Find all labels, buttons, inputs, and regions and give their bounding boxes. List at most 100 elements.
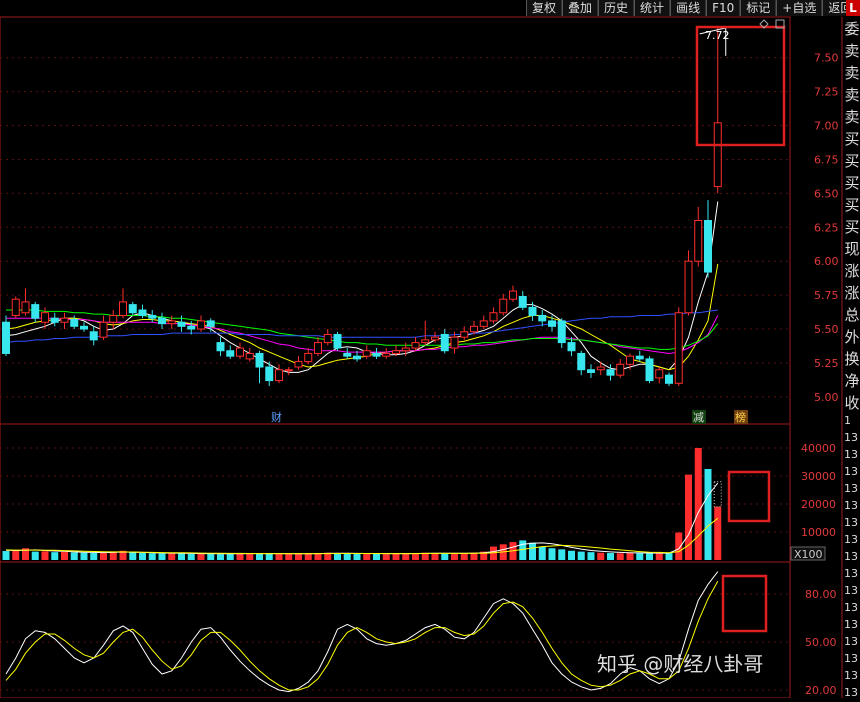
- f10-button[interactable]: F10: [706, 0, 741, 16]
- candle-body-2: [21, 301, 30, 314]
- candle-body-48: [470, 325, 478, 333]
- candle-body-31: [304, 352, 313, 363]
- vol-bar-29: [285, 554, 293, 560]
- vol-bar-9: [90, 553, 98, 560]
- vol-bar-64: [626, 552, 634, 560]
- panel-frame-0: [0, 16, 791, 425]
- side-label-6: 买: [844, 152, 860, 170]
- price-tick-0: 7.50: [814, 52, 839, 65]
- corner-l-button[interactable]: L: [846, 0, 860, 16]
- side-number-9: 13: [844, 567, 858, 580]
- history-button[interactable]: 历史: [598, 0, 635, 16]
- vol-unit-box: [790, 546, 826, 561]
- side-number-3: 13: [844, 465, 858, 478]
- candle-body-58: [567, 342, 576, 352]
- marker-bang-bg: [734, 410, 748, 424]
- vol-bar-40: [392, 553, 400, 560]
- vol-bar-67: [655, 553, 663, 560]
- diamond-icon: [759, 19, 769, 29]
- candle-body-16: [158, 317, 166, 325]
- vol-bar-71: [694, 448, 702, 560]
- candle-body-9: [89, 331, 98, 341]
- vol-bar-8: [80, 552, 88, 560]
- candle-body-6: [60, 317, 69, 323]
- toolbar: 复权 叠加 历史 统计 画线 F10 标记 +自选 返回: [526, 0, 859, 16]
- candle-body-66: [645, 358, 654, 382]
- vol-bar-19: [187, 553, 195, 560]
- vol-bar-42: [412, 553, 419, 560]
- statistics-button[interactable]: 统计: [634, 0, 671, 16]
- panel-frame-2: [0, 561, 791, 698]
- high-price-label: 7.72: [705, 29, 730, 42]
- vol-bar-56: [548, 548, 556, 560]
- candle-body-45: [440, 333, 449, 352]
- vol-bar-41: [402, 553, 410, 560]
- side-number-7: 13: [844, 533, 858, 546]
- candle-body-39: [382, 352, 391, 357]
- side-number-5: 13: [844, 499, 858, 512]
- price-ma-line-4: [5, 309, 718, 344]
- candle-body-24: [236, 347, 244, 357]
- candle-body-42: [411, 342, 420, 349]
- candle-body-62: [606, 369, 615, 376]
- candle-body-17: [167, 320, 176, 325]
- vol-tick-2: 20000: [801, 498, 836, 511]
- candle-body-29: [284, 369, 293, 372]
- high-marker-arrow: [699, 27, 726, 35]
- candle-body-60: [587, 369, 595, 373]
- side-label-5: 买: [844, 130, 860, 148]
- restore-rights-button[interactable]: 复权: [526, 0, 563, 16]
- vol-bar-54: [529, 542, 536, 560]
- vol-bar-17: [168, 553, 176, 560]
- candle-body-43: [421, 339, 430, 344]
- vol-bar-46: [451, 553, 458, 560]
- vol-bar-23: [226, 553, 234, 560]
- candle-body-28: [275, 369, 283, 382]
- vol-bar-24: [236, 553, 244, 560]
- price-tick-5: 6.25: [814, 221, 839, 234]
- candle-body-59: [577, 352, 586, 371]
- price-ma-line-1: [5, 263, 719, 371]
- ind-line-1: [5, 580, 719, 691]
- candle-body-68: [665, 374, 673, 384]
- candle-body-26: [255, 352, 264, 368]
- draw-line-button[interactable]: 画线: [670, 0, 707, 16]
- vol-bar-70: [685, 474, 692, 560]
- candle-body-5: [50, 317, 59, 323]
- marker-jian-bg: [692, 410, 706, 424]
- vol-bar-73: [714, 506, 722, 560]
- side-number-10: 13: [844, 584, 858, 597]
- marker-cai: 财: [271, 410, 282, 424]
- candle-body-44: [431, 336, 439, 341]
- vol-bar-60: [587, 552, 595, 560]
- side-label-7: 买: [844, 174, 860, 192]
- candle-body-36: [353, 355, 361, 360]
- side-number-2: 13: [844, 448, 858, 461]
- candle-body-14: [138, 309, 147, 316]
- side-number-6: 13: [844, 516, 858, 529]
- price-tick-3: 6.75: [814, 153, 839, 166]
- vol-bar-4: [41, 551, 49, 560]
- vol-bar-43: [421, 552, 429, 560]
- add-watchlist-button[interactable]: +自选: [776, 0, 823, 16]
- vol-tick-0: 40000: [801, 442, 836, 455]
- candle-body-0: [2, 321, 10, 354]
- candle-body-50: [489, 312, 498, 322]
- vol-bar-10: [100, 552, 107, 560]
- price-tick-10: 5.00: [814, 391, 839, 404]
- overlay-button[interactable]: 叠加: [562, 0, 599, 16]
- candle-body-61: [596, 366, 605, 371]
- side-number-12: 13: [844, 618, 858, 631]
- vol-bar-14: [139, 553, 146, 560]
- candle-body-38: [372, 352, 381, 357]
- mark-button[interactable]: 标记: [740, 0, 777, 16]
- candle-body-70: [684, 260, 693, 314]
- vol-bar-61: [597, 552, 605, 560]
- ind-tick-0: 80.00: [805, 588, 837, 601]
- side-label-0: 委: [844, 20, 860, 38]
- side-number-14: 13: [844, 652, 858, 665]
- side-label-15: 换: [844, 350, 860, 368]
- candle-body-12: [119, 301, 127, 316]
- vol-bar-30: [295, 553, 302, 560]
- candle-body-57: [557, 320, 566, 344]
